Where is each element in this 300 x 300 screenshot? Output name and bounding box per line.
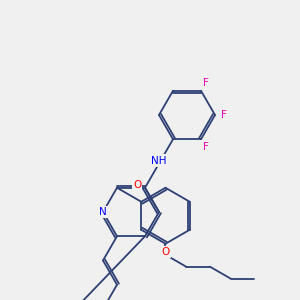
Text: O: O <box>161 247 169 257</box>
Text: N: N <box>99 207 107 217</box>
Text: F: F <box>202 142 208 152</box>
Text: NH: NH <box>151 155 167 166</box>
Text: F: F <box>202 78 208 88</box>
Text: O: O <box>133 180 141 190</box>
Text: F: F <box>221 110 227 120</box>
